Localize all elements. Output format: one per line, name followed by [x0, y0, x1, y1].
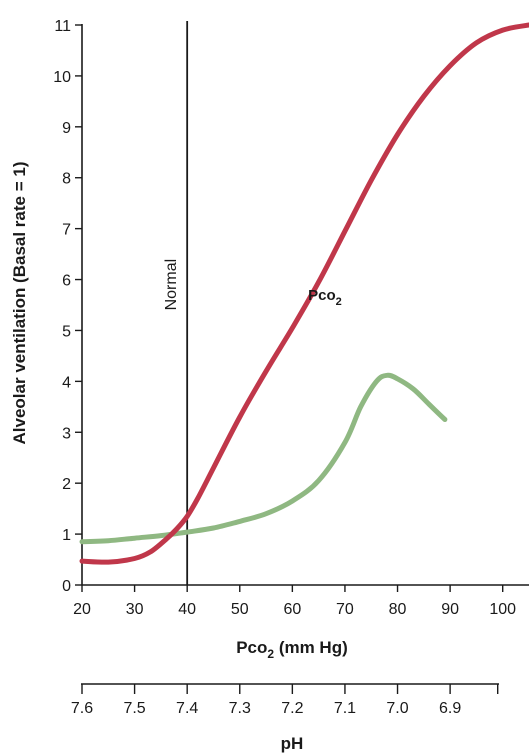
- y-tick-label-0: 0: [62, 578, 71, 595]
- x-tick-label-80: 80: [389, 601, 407, 618]
- y-tick-label-5: 5: [62, 323, 71, 340]
- ph-axis-title-text: pH: [281, 734, 304, 753]
- x-axis-title-main: Pco: [236, 638, 267, 657]
- series-label-pco2-sub: 2: [336, 296, 342, 308]
- ph-tick-label-4: 7.2: [281, 700, 303, 717]
- x-tick-label-30: 30: [126, 601, 144, 618]
- series-group: [79, 22, 529, 565]
- y-tick-label-11: 11: [54, 18, 71, 35]
- y-tick-label-8: 8: [62, 171, 71, 188]
- y-tick-label-3: 3: [62, 425, 71, 442]
- series-line-pco2: [79, 22, 529, 565]
- series-label-pco2: Pco2: [308, 287, 342, 308]
- x-tick-label-60: 60: [283, 601, 301, 618]
- y-tick-label-1: 1: [62, 527, 71, 544]
- y-tick-label-6: 6: [62, 273, 71, 290]
- y-tick-label-4: 4: [62, 374, 71, 391]
- ph-tick-label-2: 7.4: [176, 700, 198, 717]
- series-line-ph: [79, 372, 448, 545]
- y-tick-label-7: 7: [62, 222, 71, 239]
- y-tick-label-2: 2: [62, 476, 71, 493]
- x-tick-label-90: 90: [441, 601, 459, 618]
- ph-tick-label-6: 7.0: [386, 700, 408, 717]
- series-label-group: Pco2: [308, 287, 342, 308]
- ph-tick-label-7: 6.9: [439, 700, 461, 717]
- x-axis-title: Pco2 (mm Hg): [236, 638, 348, 661]
- y-axis-title: Alveolar ventilation (Basal rate = 1): [10, 162, 29, 445]
- reference-line-label: Normal: [163, 259, 180, 311]
- ph-tick-label-5: 7.1: [334, 700, 356, 717]
- y-axis-title-text: Alveolar ventilation (Basal rate = 1): [10, 162, 29, 445]
- ph-tick-label-1: 7.5: [123, 700, 145, 717]
- ph-tick-label-3: 7.3: [229, 700, 251, 717]
- axes: 0 1 2 3 4 5 6 7 8 9 10 11 20 30 40 50 60 70 80 90 100: [53, 18, 529, 618]
- x-axis-title-suffix: (mm Hg): [274, 638, 348, 657]
- ph-axis: 7.6 7.5 7.4 7.3 7.2 7.1 7.0 6.9: [71, 683, 499, 717]
- x-tick-label-50: 50: [231, 601, 249, 618]
- y-tick-label-9: 9: [62, 120, 71, 137]
- x-axis-title-sub: 2: [267, 647, 274, 661]
- series-label-pco2-main: Pco: [308, 287, 336, 304]
- x-tick-label-70: 70: [336, 601, 354, 618]
- x-tick-label-100: 100: [489, 601, 516, 618]
- x-tick-label-40: 40: [178, 601, 196, 618]
- x-tick-label-20: 20: [73, 601, 91, 618]
- reference-line-group: Normal: [163, 21, 189, 585]
- y-tick-label-10: 10: [53, 69, 71, 86]
- ph-tick-label-0: 7.6: [71, 700, 93, 717]
- x-axis-title-text: Pco2 (mm Hg): [236, 638, 348, 661]
- ph-axis-title: pH: [281, 734, 304, 753]
